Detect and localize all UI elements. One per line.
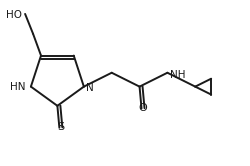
Text: S: S bbox=[56, 122, 64, 132]
Text: O: O bbox=[138, 103, 146, 113]
Text: NH: NH bbox=[170, 70, 185, 80]
Text: HO: HO bbox=[6, 10, 22, 20]
Text: N: N bbox=[86, 83, 93, 93]
Text: HN: HN bbox=[10, 82, 26, 92]
